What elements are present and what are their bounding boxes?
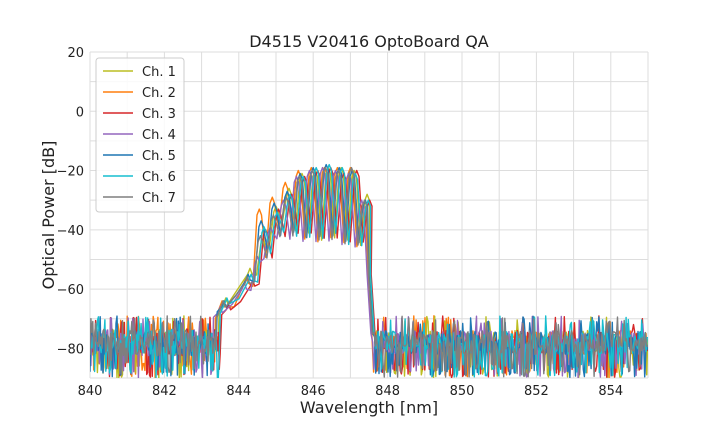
y-axis-ticks: 20 0 −20 −40 −60 −80 xyxy=(57,46,84,357)
chart-title: D4515 V20416 OptoBoard QA xyxy=(249,32,489,51)
y-tick-label: −20 xyxy=(57,165,84,180)
legend-label: Ch. 2 xyxy=(142,86,176,101)
legend: Ch. 1 Ch. 2 Ch. 3 Ch. 4 Ch. 5 Ch. 6 Ch. 7 xyxy=(95,57,185,213)
x-tick-label: 848 xyxy=(375,384,400,399)
x-tick-label: 844 xyxy=(226,384,251,399)
x-tick-label: 842 xyxy=(152,384,177,399)
x-tick-label: 840 xyxy=(78,384,103,399)
x-axis-label: Wavelength [nm] xyxy=(300,398,438,417)
legend-label: Ch. 4 xyxy=(142,128,176,143)
x-tick-label: 846 xyxy=(301,384,326,399)
x-axis-ticks: 840 842 844 846 848 850 852 854 xyxy=(78,384,624,399)
legend-label: Ch. 5 xyxy=(142,149,176,164)
x-tick-label: 852 xyxy=(524,384,549,399)
series-lines xyxy=(90,163,648,378)
x-tick-label: 850 xyxy=(450,384,475,399)
legend-label: Ch. 7 xyxy=(142,191,176,206)
legend-box xyxy=(95,57,185,213)
y-tick-label: 0 xyxy=(76,105,84,120)
y-tick-label: −60 xyxy=(57,283,84,298)
y-axis-label: Optical Power [dB] xyxy=(39,141,58,290)
legend-items: Ch. 1 Ch. 2 Ch. 3 Ch. 4 Ch. 5 Ch. 6 Ch. 7 xyxy=(103,65,176,206)
series-line-ch-5 xyxy=(90,163,648,378)
legend-label: Ch. 6 xyxy=(142,170,176,185)
y-tick-label: −40 xyxy=(57,224,84,239)
y-tick-label: −80 xyxy=(57,342,84,357)
legend-label: Ch. 1 xyxy=(142,65,176,80)
y-tick-label: 20 xyxy=(67,46,84,61)
x-tick-label: 854 xyxy=(598,384,623,399)
series-line-ch-7 xyxy=(90,166,648,378)
legend-label: Ch. 3 xyxy=(142,107,176,122)
